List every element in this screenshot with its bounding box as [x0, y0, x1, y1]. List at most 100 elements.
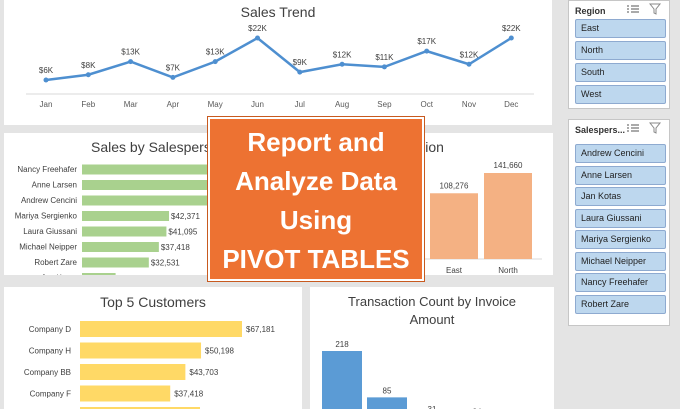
trend-x-tick: Nov: [462, 100, 476, 109]
customer-data-label: $67,181: [246, 325, 275, 334]
salesperson-y-tick: Robert Zare: [34, 258, 77, 267]
trend-point: [297, 69, 303, 75]
salesperson-y-tick: Nancy Freehafer: [17, 165, 77, 174]
transaction-data-label: 218: [335, 340, 349, 349]
salesperson-slicer-item-andrew-cencini[interactable]: Andrew Cencini: [575, 144, 666, 163]
salesperson-bar: [82, 226, 167, 237]
customer-bar: [80, 364, 186, 380]
salesperson-bar: [82, 211, 170, 221]
trend-point: [339, 61, 345, 67]
customer-data-label: $43,703: [189, 368, 218, 377]
banner-line-2: Analyze Data: [235, 166, 397, 196]
trend-series-line: [45, 36, 512, 82]
customer-y-tick: Company F: [30, 390, 71, 399]
transaction-title-line1: Transaction Count by Invoice: [348, 294, 516, 309]
region-chart: 108,276 East 141,660 North: [422, 161, 542, 275]
salesperson-slicer-item-anne-larsen[interactable]: Anne Larsen: [575, 165, 666, 185]
customer-y-tick: Company BB: [24, 368, 71, 377]
customer-y-tick: Company D: [29, 325, 71, 334]
customer-bar: [80, 321, 242, 337]
salesperson-y-tick: Anne Larsen: [32, 181, 77, 190]
banner-line-4: PIVOT TABLES: [222, 244, 410, 274]
clear-filter-icon[interactable]: [649, 3, 663, 15]
transaction-chart: 21885312411: [322, 340, 482, 409]
salesperson-y-tick: Andrew Cencini: [21, 196, 77, 205]
region-slicer-item-west[interactable]: West: [575, 85, 666, 104]
top-customers-chart: Company D $67,181 Company H $50,198 Company …: [24, 321, 275, 409]
trend-x-tick: Jul: [295, 100, 305, 109]
trend-data-label: $22K: [248, 24, 267, 33]
region-bar: [430, 193, 478, 259]
multi-select-icon[interactable]: [626, 3, 640, 15]
region-slicer: Region East North South West: [568, 0, 670, 109]
salesperson-data-label: $37,418: [161, 243, 190, 252]
sales-trend-title: Sales Trend: [240, 4, 316, 20]
trend-x-tick: Dec: [504, 100, 518, 109]
transaction-data-label: 24: [473, 408, 482, 409]
region-bar: [484, 173, 532, 259]
trend-x-tick: Oct: [420, 100, 433, 109]
trend-point: [466, 61, 472, 67]
region-data-label: 141,660: [494, 161, 523, 170]
trend-x-tick: Sep: [377, 100, 392, 109]
clear-filter-icon[interactable]: [649, 122, 663, 134]
salesperson-bar: [82, 257, 149, 268]
region-x-tick: East: [446, 266, 463, 275]
region-x-tick: North: [498, 266, 518, 275]
region-slicer-item-north[interactable]: North: [575, 41, 666, 60]
banner-line-3: Using: [279, 205, 353, 235]
sales-trend-panel: Sales Trend $6K Jan $8K Feb $13K Mar $7K Apr $13…: [4, 0, 552, 125]
trend-point: [85, 72, 91, 78]
banner-line-1: Report and: [247, 127, 385, 157]
customer-bar: [80, 407, 200, 409]
region-slicer-title: Region: [575, 6, 606, 16]
customer-data-label: $50,198: [205, 347, 234, 356]
trend-point: [424, 48, 430, 54]
trend-data-label: $7K: [166, 63, 181, 72]
trend-data-label: $12K: [333, 50, 352, 59]
customer-bar: [80, 385, 171, 402]
top-customers-panel: Top 5 Customers Company D $67,181 Company …: [4, 287, 302, 409]
transaction-data-label: 85: [383, 386, 392, 395]
trend-x-tick: May: [208, 100, 223, 109]
transaction-bar: [322, 351, 362, 409]
title-banner: Report and Analyze Data Using PIVOT TABL…: [208, 117, 424, 281]
trend-point: [43, 77, 49, 83]
salesperson-chart: Nancy Freehafer Anne Larsen Andrew Cencini…: [15, 164, 251, 276]
salesperson-y-tick: Michael Neipper: [19, 243, 77, 252]
transaction-bar: [367, 397, 407, 409]
salesperson-slicer-title: Salespers...: [575, 125, 626, 135]
top-customers-title: Top 5 Customers: [100, 294, 206, 310]
salesperson-bar: [82, 242, 159, 252]
customer-y-tick: Company H: [29, 347, 71, 356]
trend-data-label: $11K: [375, 53, 394, 62]
trend-data-label: $17K: [417, 37, 436, 46]
multi-select-icon[interactable]: [626, 122, 640, 134]
customer-bar: [80, 342, 202, 359]
salesperson-title: Sales by Salesperson: [91, 139, 227, 155]
customer-data-label: $37,418: [174, 390, 203, 399]
salesperson-bar: [82, 195, 220, 206]
salesperson-data-label: $16,351: [118, 274, 147, 275]
salesperson-slicer-item-laura-giussani[interactable]: Laura Giussani: [575, 208, 666, 228]
trend-point: [170, 74, 176, 80]
transaction-count-panel: Transaction Count by Invoice Amount 218 8…: [310, 287, 554, 409]
salesperson-bar: [82, 273, 116, 275]
region-slicer-item-east[interactable]: East: [575, 19, 666, 38]
salesperson-data-label: $42,371: [171, 212, 200, 221]
trend-x-tick: Apr: [167, 100, 180, 109]
salesperson-slicer-item-jan-kotas[interactable]: Jan Kotas: [575, 187, 666, 206]
salesperson-slicer-item-nancy-freehafer[interactable]: Nancy Freehafer: [575, 273, 666, 292]
salesperson-y-tick: Jan Kotas: [41, 274, 77, 276]
salesperson-slicer-item-robert-zare[interactable]: Robert Zare: [575, 294, 666, 314]
salesperson-y-tick: Mariya Sergienko: [15, 212, 78, 221]
region-slicer-item-south[interactable]: South: [575, 63, 666, 82]
salesperson-y-tick: Laura Giussani: [23, 227, 77, 236]
transaction-data-label: 31: [428, 405, 437, 409]
salesperson-slicer-item-michael-neipper[interactable]: Michael Neipper: [575, 251, 666, 271]
salesperson-slicer: Salespers... Andrew Cencini Anne Larsen Ja…: [568, 119, 670, 326]
trend-data-label: $22K: [502, 24, 521, 33]
region-data-label: 108,276: [440, 181, 469, 190]
salesperson-slicer-item-mariya-sergienko[interactable]: Mariya Sergienko: [575, 230, 666, 249]
salesperson-data-label: $41,095: [168, 228, 197, 237]
